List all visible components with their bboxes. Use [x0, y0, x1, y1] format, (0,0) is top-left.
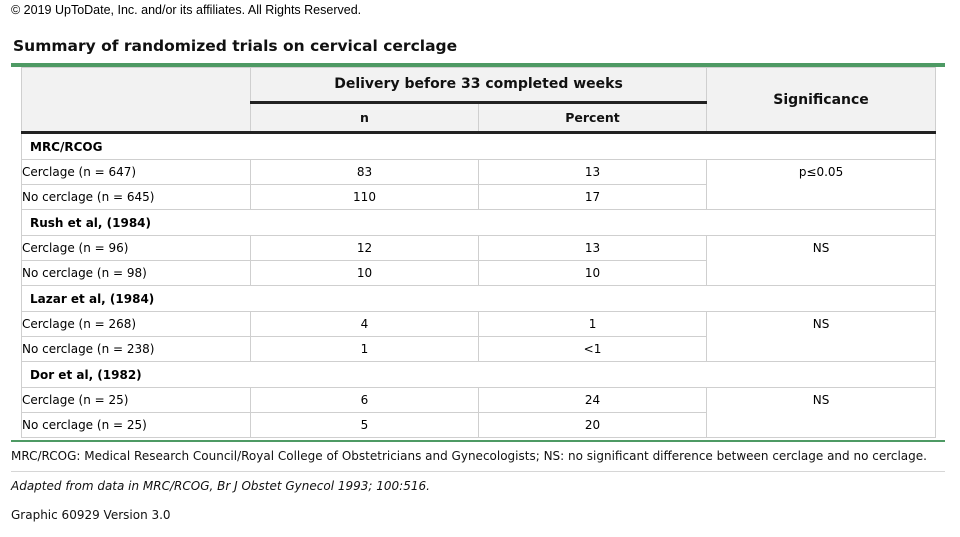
graphic-version: Graphic 60929 Version 3.0 [11, 508, 171, 522]
group-name: Rush et al, (1984) [20, 209, 937, 236]
group-row: Lazar et al, (1984) [20, 285, 937, 312]
row-label: Cerclage (n = 647) [21, 159, 251, 185]
row-percent: 20 [477, 412, 708, 438]
row-n: 5 [250, 412, 479, 438]
row-percent: <1 [477, 336, 708, 362]
table-row: No cerclage (n = 25) 5 20 [21, 412, 936, 438]
row-n: 10 [250, 260, 479, 286]
header-n: n [250, 102, 479, 134]
table-row: No cerclage (n = 98) 10 10 [21, 260, 936, 286]
abbreviations-footnote: MRC/RCOG: Medical Research Council/Royal… [11, 449, 927, 463]
page-title: Summary of randomized trials on cervical… [13, 37, 458, 55]
row-n: 1 [250, 336, 479, 362]
header-significance: Significance [706, 67, 937, 134]
table-row: No cerclage (n = 645) 110 17 [21, 184, 936, 210]
group-row: MRC/RCOG [20, 132, 937, 160]
row-percent: 13 [477, 159, 708, 185]
row-percent: 1 [477, 311, 708, 337]
row-label: No cerclage (n = 645) [21, 184, 251, 210]
table-row: Cerclage (n = 268) 4 1 NS [21, 311, 937, 362]
table-row: No cerclage (n = 238) 1 <1 [21, 336, 936, 362]
group-row: Dor et al, (1982) [20, 361, 937, 388]
group-name: MRC/RCOG [20, 132, 937, 160]
row-percent: 24 [477, 387, 708, 413]
row-percent: 13 [477, 235, 708, 261]
top-accent-rule [11, 63, 945, 67]
row-n: 83 [250, 159, 479, 185]
bottom-accent-rule [11, 440, 945, 442]
table-row: Cerclage (n = 96) 12 13 NS [21, 235, 937, 286]
table-row: Cerclage (n = 25) 6 24 NS [21, 387, 937, 438]
trials-table: Delivery before 33 completed weeks Signi… [20, 67, 937, 438]
row-label: Cerclage (n = 25) [21, 387, 251, 413]
row-n: 4 [250, 311, 479, 337]
row-significance: p≤0.05 [706, 159, 937, 210]
row-significance: NS [706, 235, 937, 286]
footnote-divider [11, 471, 945, 472]
row-n: 6 [250, 387, 479, 413]
row-label: Cerclage (n = 268) [21, 311, 251, 337]
row-significance: NS [706, 311, 937, 362]
row-n: 12 [250, 235, 479, 261]
header-blank-cell [21, 67, 251, 134]
source-citation: Adapted from data in MRC/RCOG, Br J Obst… [11, 479, 430, 493]
group-row: Rush et al, (1984) [20, 209, 937, 236]
header-percent: Percent [477, 102, 708, 134]
row-percent: 10 [477, 260, 708, 286]
row-significance: NS [706, 387, 937, 438]
group-name: Dor et al, (1982) [20, 361, 937, 388]
row-label: No cerclage (n = 98) [21, 260, 251, 286]
header-delivery: Delivery before 33 completed weeks [249, 67, 708, 104]
group-name: Lazar et al, (1984) [20, 285, 937, 312]
row-label: No cerclage (n = 238) [21, 336, 251, 362]
row-label: Cerclage (n = 96) [21, 235, 251, 261]
row-label: No cerclage (n = 25) [21, 412, 251, 438]
row-percent: 17 [477, 184, 708, 210]
copyright-notice: © 2019 UpToDate, Inc. and/or its affilia… [11, 3, 362, 17]
row-n: 110 [250, 184, 479, 210]
table-row: Cerclage (n = 647) 83 13 p≤0.05 [21, 159, 937, 210]
